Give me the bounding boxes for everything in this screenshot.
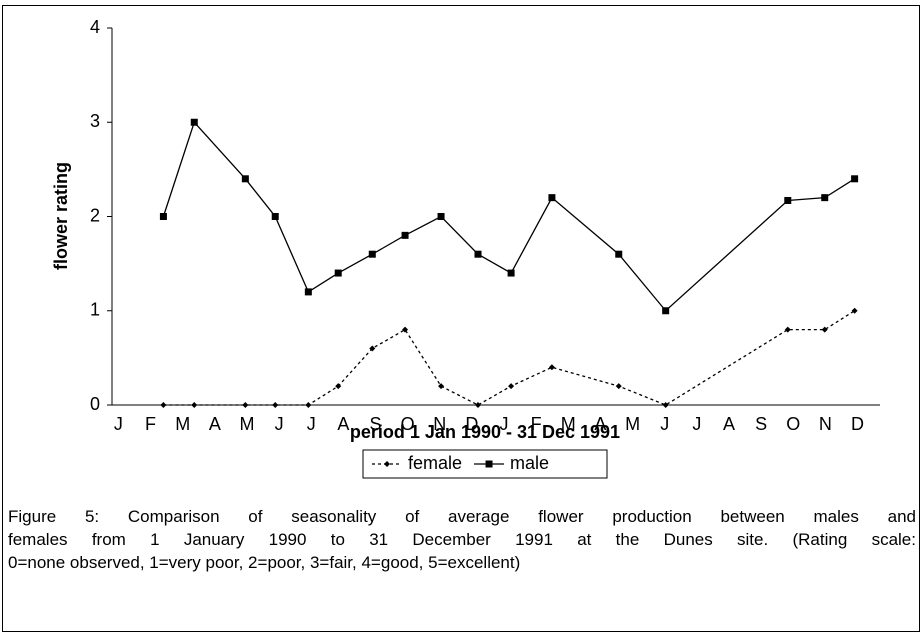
x-tick-label: O (786, 414, 800, 434)
x-axis-label: period 1 Jan 1990 - 31 Dec 1991 (350, 422, 620, 442)
point (369, 345, 376, 352)
x-tick-label: D (465, 414, 478, 434)
point (474, 250, 482, 258)
caption-line: 0=none observed, 1=very poor, 2=poor, 3=… (8, 553, 521, 572)
x-tick-label: N (433, 414, 446, 434)
point (305, 402, 312, 408)
point (304, 288, 312, 296)
x-tick-label: J (307, 414, 316, 434)
point (241, 175, 249, 183)
point (242, 402, 249, 408)
point (401, 231, 409, 239)
x-tick-label: J (500, 414, 509, 434)
point (159, 213, 167, 220)
point (272, 402, 279, 408)
x-tick-label: J (114, 414, 123, 434)
point (475, 402, 482, 408)
x-tick-label: F (145, 414, 156, 434)
x-tick-label: J (692, 414, 701, 434)
y-tick-label: 3 (90, 111, 100, 131)
figure-frame (2, 5, 920, 632)
x-tick-label: D (851, 414, 864, 434)
point (821, 194, 829, 202)
point (191, 402, 198, 408)
point (662, 307, 670, 315)
x-tick-label: O (401, 414, 415, 434)
legend-marker (485, 460, 493, 468)
x-tick-label: S (369, 414, 381, 434)
caption-line: females from 1 January 1990 to 31 Decemb… (8, 530, 916, 549)
y-tick-label: 0 (90, 394, 100, 414)
x-tick-label: M (239, 414, 254, 434)
y-tick-label: 2 (90, 205, 100, 225)
caption-line: Figure 5: Comparison of seasonality of a… (8, 507, 916, 526)
point (160, 402, 167, 408)
point (662, 402, 669, 408)
point (615, 383, 622, 390)
y-tick-label: 4 (90, 17, 100, 37)
y-axis-label: flower rating (51, 162, 71, 270)
point (438, 383, 445, 390)
point (368, 250, 376, 258)
point (334, 269, 342, 277)
x-tick-label: J (660, 414, 669, 434)
point (851, 307, 858, 314)
point (784, 326, 791, 333)
point (548, 194, 556, 202)
point (271, 213, 279, 220)
point (335, 383, 342, 390)
x-tick-label: S (755, 414, 767, 434)
point (821, 326, 828, 333)
point (548, 364, 555, 371)
series-line (162, 120, 855, 312)
x-tick-label: J (275, 414, 284, 434)
y-tick-label: 1 (90, 300, 100, 320)
legend-label: female (408, 453, 462, 473)
x-tick-label: M (561, 414, 576, 434)
point (784, 196, 792, 204)
legend-label: male (510, 453, 549, 473)
x-tick-label: F (531, 414, 542, 434)
point (507, 269, 515, 277)
x-tick-label: A (723, 414, 735, 434)
x-tick-label: A (337, 414, 349, 434)
series-line (163, 310, 855, 406)
x-tick-label: M (625, 414, 640, 434)
legend: female male (362, 449, 608, 479)
x-tick-label: M (175, 414, 190, 434)
point (508, 383, 515, 390)
point (851, 175, 859, 183)
legend-marker (384, 461, 390, 467)
point (190, 118, 198, 126)
point (402, 326, 409, 333)
point (615, 250, 623, 258)
x-tick-label: A (594, 414, 606, 434)
x-tick-label: A (209, 414, 221, 434)
x-tick-label: N (819, 414, 832, 434)
point (437, 213, 445, 220)
